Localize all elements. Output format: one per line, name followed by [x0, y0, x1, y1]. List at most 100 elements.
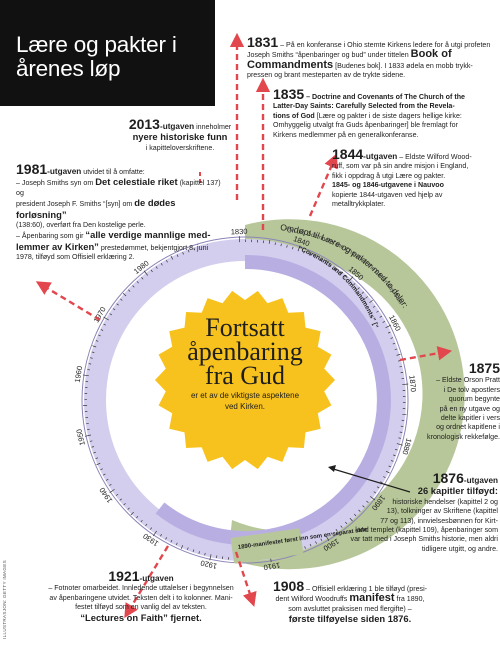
year-tick [165, 537, 168, 540]
year-tick [395, 448, 398, 451]
year-tick [376, 310, 379, 313]
year-tick [372, 305, 376, 308]
year-tick [170, 255, 174, 260]
year-tick [123, 503, 126, 506]
arrow-1908 [234, 551, 257, 607]
year-tick [132, 285, 135, 288]
year-tick [345, 521, 348, 525]
year-tick [89, 440, 93, 442]
year-tick [324, 260, 328, 264]
note-1835-year: 1835 [273, 86, 305, 102]
year-tick [93, 451, 96, 454]
year-tick [187, 547, 189, 550]
year-tick [160, 262, 163, 266]
year-tick [320, 538, 323, 542]
note-1981: 1981-utgaven utvidet til å omfatte: – Jo… [16, 161, 221, 262]
year-tick [143, 270, 149, 276]
year-tick [380, 481, 383, 484]
year-tick [92, 345, 97, 348]
year-tick [339, 271, 342, 274]
center-text: Fortsatt åpenbaring fra Gud er et av de … [160, 315, 330, 412]
year-tick-ring [81, 236, 409, 564]
year-tick [182, 251, 184, 255]
year-tick [388, 331, 391, 334]
year-tick [112, 308, 116, 311]
year-tick [308, 253, 311, 256]
arrow-1844 [308, 153, 338, 217]
ring-year-1880: 1880 [400, 437, 413, 456]
year-tick [365, 296, 368, 299]
year-tick [150, 269, 153, 273]
ring-year-1960: 1960 [73, 365, 84, 383]
year-tick [390, 460, 394, 462]
year-tick [394, 348, 398, 351]
year-tick [136, 281, 139, 284]
year-tick [280, 243, 282, 247]
year-tick [361, 291, 364, 294]
year-tick [348, 276, 354, 282]
note-1835: 1835 – Doctrine and Covenants of The Chu… [273, 86, 465, 139]
year-tick [344, 275, 347, 278]
year-tick [357, 287, 360, 290]
year-tick [192, 549, 195, 552]
year-tick [140, 519, 143, 523]
year-tick [309, 543, 312, 547]
year-tick [304, 546, 306, 549]
year-tick [175, 542, 178, 546]
center-line-2: åpenbaring [187, 337, 303, 366]
year-tick [96, 462, 101, 466]
year-tick [330, 532, 333, 535]
note-1908-year: 1908 [272, 578, 305, 594]
year-tick [153, 530, 157, 537]
year-tick [396, 353, 401, 356]
ring-year-1910: 1910 [263, 561, 281, 573]
illustration-credit: ILLUSTRASJON: GETTY IMAGES [2, 560, 7, 639]
year-tick [402, 383, 409, 385]
year-tick [325, 535, 330, 542]
year-tick [128, 289, 131, 292]
year-tick [100, 329, 104, 331]
year-tick [160, 534, 162, 537]
year-tick [382, 321, 386, 323]
center-sub-2: ved Kirken. [224, 402, 266, 411]
year-tick [393, 454, 396, 457]
year-tick [385, 470, 390, 474]
year-tick [90, 357, 93, 359]
year-tick [362, 505, 365, 508]
year-tick [366, 500, 369, 503]
year-tick [98, 334, 101, 337]
year-tick [369, 496, 376, 501]
year-tick [109, 483, 112, 486]
year-tick [398, 437, 401, 439]
year-tick [204, 552, 206, 556]
year-tick [103, 316, 109, 321]
ring-year-1870: 1870 [407, 375, 418, 392]
year-tick [166, 259, 168, 263]
year-tick [84, 434, 92, 437]
note-2013: 2013-utgaven inneholmer nyere historiske… [128, 116, 232, 152]
year-tick [303, 250, 305, 254]
note-1844: 1844-utgaven – Eldste Wilford Wood- ruff… [332, 146, 472, 209]
year-tick [155, 266, 158, 269]
year-tick [127, 507, 130, 510]
note-1875: 1875 – Eldste Orson Pratt i De tolv apos… [427, 360, 500, 441]
year-tick [103, 473, 106, 476]
year-tick [329, 264, 332, 268]
year-tick [358, 509, 361, 512]
arrow-1875 [399, 346, 453, 362]
pointer-1876 [328, 465, 411, 493]
year-tick [392, 342, 396, 345]
year-tick [109, 488, 115, 493]
year-tick [390, 337, 394, 339]
year-tick [268, 239, 271, 244]
note-1844-year: 1844 [332, 146, 364, 162]
note-1876: 1876-utgaven 26 kapitler tilføyd: histor… [350, 470, 498, 553]
sun-shape [155, 290, 335, 470]
year-tick [120, 298, 123, 301]
year-tick [399, 366, 403, 368]
year-tick [91, 351, 95, 353]
year-tick [136, 515, 139, 519]
arrow-1981 [35, 281, 101, 322]
year-tick [385, 324, 392, 329]
